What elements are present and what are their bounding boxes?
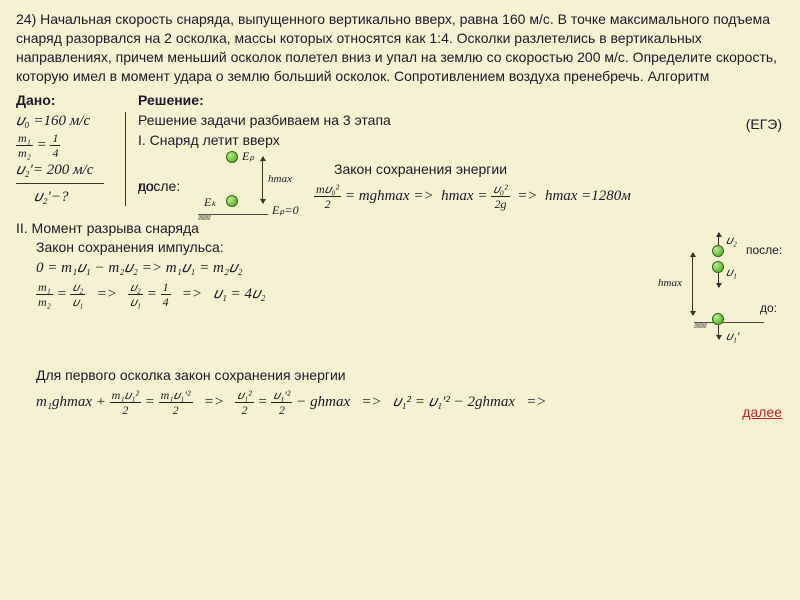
stage3-block: Для первого осколка закон сохранения эне… (36, 367, 784, 416)
ground2-hatch-icon: ////////// (694, 321, 706, 330)
problem-text: 24) Начальная скорость снаряда, выпущенн… (16, 10, 784, 86)
ege-tag: (ЕГЭ) (746, 116, 782, 132)
d2-after-label: после: (746, 243, 782, 257)
next-link[interactable]: далее (742, 404, 782, 420)
ek-label: Eₖ (204, 195, 216, 210)
v1-arrow-icon (718, 273, 719, 287)
frag-ground-icon (712, 313, 724, 325)
solution-split: Решение задачи разбиваем на 3 этапа (138, 112, 784, 128)
momentum-eq1: 0 = m₁𝜐₁ − m₂𝜐₂ => m₁𝜐₁ = m₂𝜐₂ (36, 259, 656, 277)
given-block: Дано: 𝜐₀ =160 м/с m₁m₂ = 14 𝜐₂′= 200 м/с… (16, 92, 126, 206)
v1-label: 𝜐₁ (726, 265, 737, 280)
given-title: Дано: (16, 92, 126, 108)
hmax2-label: hmax (658, 277, 682, 289)
given-divider (16, 183, 104, 184)
frag2-icon (712, 245, 724, 257)
stage3-title: Для первого осколка закон сохранения эне… (36, 367, 784, 383)
v2-arrow-icon (718, 233, 719, 245)
energy-equation: m𝜐₀²2 = mghmax => hmax = 𝜐₀²2g => hmax =… (314, 183, 784, 210)
v1p-label: 𝜐₁′ (726, 329, 740, 344)
given-v0: 𝜐₀ =160 м/с (16, 112, 117, 130)
given-v2prime: 𝜐₂′= 200 м/с (16, 161, 117, 179)
solution-block: Решение: Решение задачи разбиваем на 3 э… (126, 92, 784, 206)
ground-hatch-icon: ////////// (198, 213, 210, 222)
stage2-block: II. Момент разрыва снаряда Закон сохране… (16, 220, 784, 349)
frag1-icon (712, 261, 724, 273)
ep-label: Eₚ (242, 149, 254, 164)
given-find: 𝜐₂′−? (34, 188, 117, 206)
v2-label: 𝜐₂ (726, 233, 737, 248)
physics-slide: 24) Начальная скорость снаряда, выпущенн… (0, 0, 800, 424)
height-arrow-icon (262, 157, 263, 203)
given-mass-ratio: m₁m₂ = 14 (16, 132, 117, 159)
stage3-equation: m₁ghmax + m₁𝜐₁²2 = m₁𝜐₁′²2 => 𝜐₁²2 = 𝜐₁′… (36, 389, 784, 416)
stage2-title: II. Момент разрыва снаряда (16, 220, 784, 236)
projectile-top-icon (226, 151, 238, 163)
d2-before-label: до: (760, 301, 777, 315)
solution-title: Решение: (138, 92, 784, 108)
ep0-label: Eₚ=0 (272, 203, 299, 218)
hmax2-arrow-icon (692, 253, 693, 315)
stage1-title: I. Снаряд летит вверх (138, 132, 784, 148)
cons-energy-label: Закон сохранения энергии (334, 161, 784, 177)
diagram-stage1: Eₚ Eₖ hmax ////////// Eₚ=0 (196, 151, 306, 221)
projectile-bottom-icon (226, 195, 238, 207)
v1p-arrow-icon (718, 325, 719, 339)
hmax-label: hmax (268, 173, 292, 185)
cons-momentum-label: Закон сохранения импульса: (36, 239, 656, 255)
momentum-eq2: m₁m₂ = 𝜐₂𝜐₁ => 𝜐₂𝜐₁ = 14 => 𝜐₁ = 4𝜐₂ (36, 281, 656, 308)
diagram-stage2: 𝜐₂ 𝜐₁ hmax ////////// 𝜐₁′ после: до: (664, 239, 784, 349)
